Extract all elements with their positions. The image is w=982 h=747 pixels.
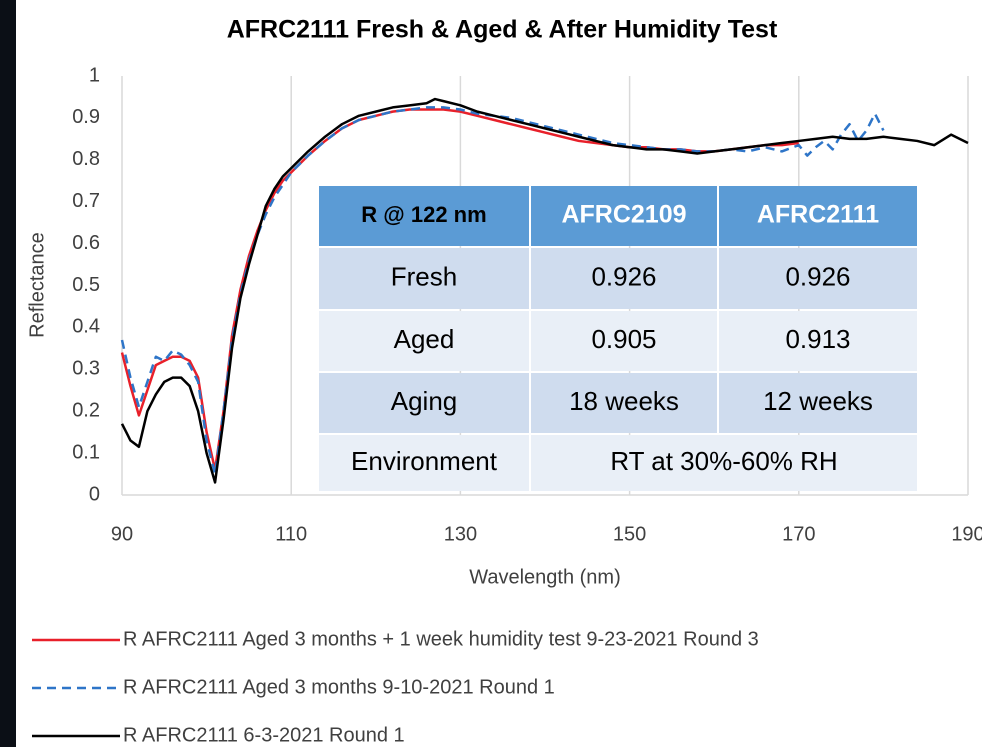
x-tick-label: 170 [782, 523, 815, 545]
x-tick-label: 90 [111, 523, 133, 545]
legend-label: R AFRC2111 Aged 3 months + 1 week humidi… [123, 628, 759, 650]
table-cell-text: Environment [351, 446, 498, 476]
y-tick-label: 0.9 [72, 106, 100, 128]
y-tick-label: 0.7 [72, 190, 100, 212]
x-tick-label: 150 [613, 523, 646, 545]
table-cell [719, 311, 917, 371]
series-line [120, 97, 969, 484]
table-header: AFRC2111 [757, 201, 879, 229]
table-cell-text: 0.905 [591, 324, 656, 354]
y-tick-label: 0.6 [72, 232, 100, 254]
y-tick-label: 0.4 [72, 316, 100, 338]
table-cell [319, 311, 529, 371]
table-cell-text: 18 weeks [569, 386, 679, 416]
table-cell-text: Aged [394, 324, 455, 354]
table-cell [319, 435, 529, 491]
y-tick-label: 0.2 [72, 399, 100, 421]
table-cell-text: 0.913 [785, 324, 850, 354]
table-cell [531, 435, 917, 491]
table-cell [319, 186, 529, 246]
series-line [120, 106, 885, 476]
x-axis-label: Wavelength (nm) [469, 566, 621, 588]
x-tick-label: 190 [951, 523, 982, 545]
y-axis-label: Reflectance [26, 232, 48, 338]
table-cell-text: 12 weeks [763, 386, 873, 416]
legend-label: R AFRC2111 Aged 3 months 9-10-2021 Round… [123, 676, 555, 698]
table-cell-text: Fresh [391, 261, 457, 291]
x-tick-label: 130 [444, 523, 477, 545]
chart-title: AFRC2111 Fresh & Aged & After Humidity T… [227, 16, 778, 44]
y-tick-label: 0.5 [72, 274, 100, 296]
table-header: R @ 122 nm [361, 202, 486, 227]
table-cell [319, 248, 529, 309]
table-cell-text: 0.926 [785, 261, 850, 291]
table-cell [531, 311, 717, 371]
x-tick-label: 110 [275, 523, 307, 545]
table-cell [531, 373, 717, 433]
y-tick-label: 0 [89, 483, 100, 505]
y-tick-label: 1 [89, 64, 100, 86]
table-cell [719, 186, 917, 246]
table-cell [531, 248, 717, 309]
y-tick-label: 0.3 [72, 358, 100, 380]
table-cell-text: 0.926 [591, 261, 656, 291]
table-cell [719, 373, 917, 433]
legend-label: R AFRC2111 6-3-2021 Round 1 [123, 724, 405, 746]
table-cell-text: RT at 30%-60% RH [610, 446, 837, 476]
table-cell [531, 186, 717, 246]
table-cell [719, 248, 917, 309]
y-tick-label: 0.1 [72, 441, 100, 463]
y-tick-label: 0.8 [72, 148, 100, 170]
table-cell-text: Aging [391, 386, 458, 416]
table-cell [319, 373, 529, 433]
table-header: AFRC2109 [561, 201, 686, 229]
